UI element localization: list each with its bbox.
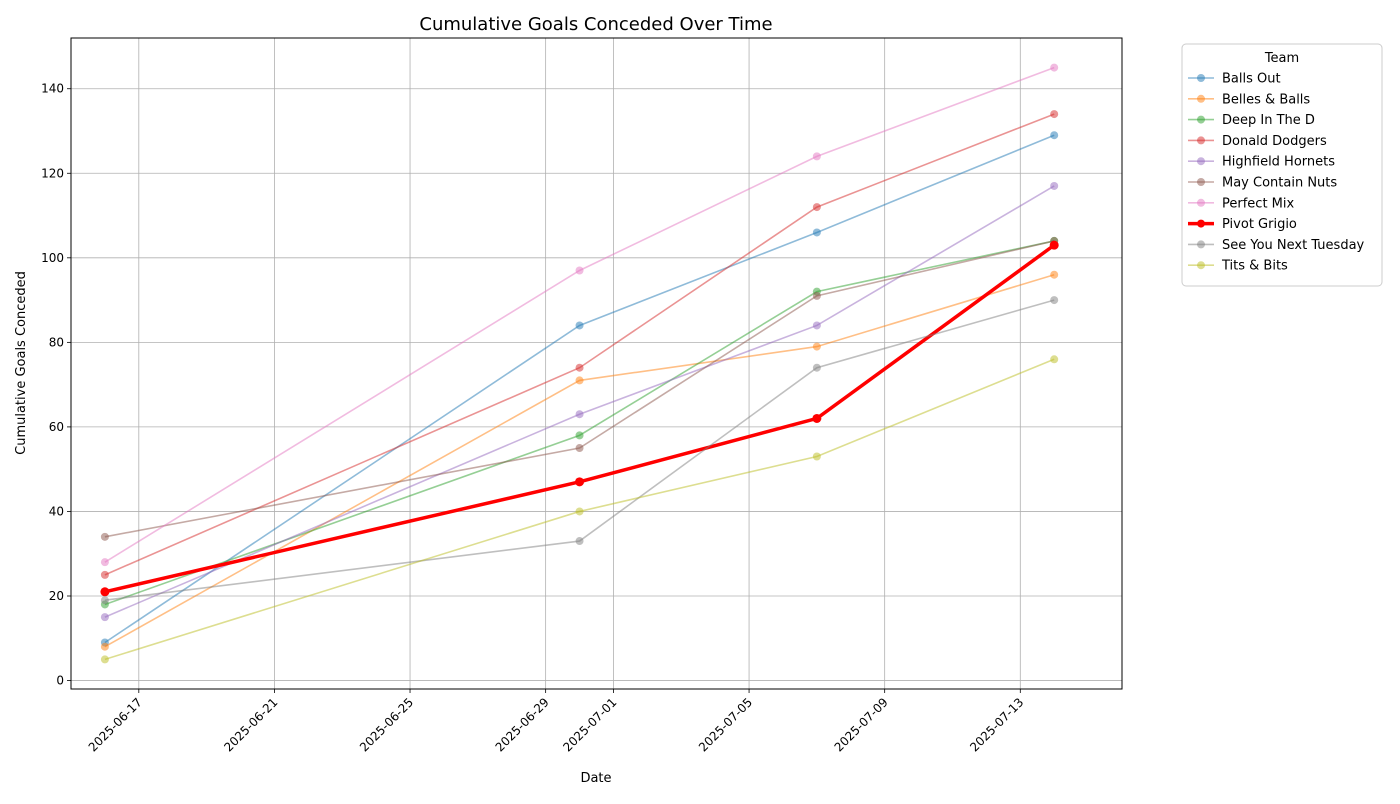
- data-point: [1050, 296, 1059, 305]
- legend-entry: Tits & Bits: [1221, 259, 1288, 274]
- chart-title: Cumulative Goals Conceded Over Time: [419, 14, 772, 35]
- data-point: [1050, 181, 1059, 190]
- data-point: [812, 452, 821, 461]
- series-line: [104, 134, 1055, 644]
- legend-entry: Highfield Hornets: [1222, 155, 1335, 170]
- legend-swatch-marker: [1197, 94, 1205, 103]
- data-point: [812, 413, 822, 423]
- x-tick-label: 2025-06-21: [221, 695, 280, 754]
- data-point: [812, 291, 821, 300]
- y-tick-label: 40: [49, 504, 64, 518]
- legend-entry: Donald Dodgers: [1222, 134, 1327, 149]
- data-point: [100, 642, 109, 651]
- data-point: [1050, 63, 1059, 72]
- legend-entry: Deep In The D: [1222, 113, 1315, 128]
- legend-swatch-marker: [1197, 261, 1205, 270]
- y-tick-label: 60: [49, 420, 64, 434]
- plot-area-frame: [70, 37, 1123, 690]
- series-line: [104, 240, 1055, 538]
- x-tick-label: 2025-07-01: [560, 695, 619, 754]
- data-point: [1050, 110, 1059, 119]
- data-point: [1050, 131, 1059, 140]
- legend-entry: See You Next Tuesday: [1222, 238, 1365, 253]
- legend-entry: Pivot Grigio: [1222, 217, 1297, 232]
- x-tick-label: 2025-06-17: [86, 695, 145, 754]
- data-point: [575, 537, 584, 546]
- legend-swatch-marker: [1197, 74, 1205, 82]
- legend-swatch-marker: [1197, 157, 1205, 166]
- data-point: [1050, 270, 1059, 279]
- legend-entry: May Contain Nuts: [1222, 176, 1337, 191]
- data-point: [575, 477, 585, 487]
- data-point: [100, 587, 110, 597]
- data-point: [100, 613, 109, 622]
- y-tick-label: 20: [49, 589, 64, 603]
- data-point: [812, 321, 821, 330]
- data-point: [812, 152, 821, 161]
- data-point: [1049, 240, 1059, 250]
- series-line: [104, 240, 1055, 606]
- legend: Team Balls Out Belles & Balls Deep In The D…: [1181, 43, 1383, 287]
- x-tick-label: 2025-07-09: [832, 695, 891, 754]
- x-tick-label: 2025-07-05: [696, 695, 755, 754]
- y-axis-label: Cumulative Goals Conceded: [14, 271, 29, 455]
- data-point: [812, 203, 821, 212]
- y-tick-label: 0: [56, 674, 64, 688]
- legend-entry: Perfect Mix: [1222, 196, 1294, 211]
- data-point: [100, 596, 109, 605]
- series-line: [104, 273, 1055, 648]
- data-point: [575, 431, 584, 440]
- x-tick-label: 2025-06-25: [357, 695, 416, 754]
- legend-title: Team: [1264, 51, 1299, 66]
- data-point: [575, 321, 584, 330]
- y-tick-label: 120: [41, 166, 64, 180]
- legend-swatch-marker: [1197, 115, 1205, 124]
- legend-entry: Balls Out: [1222, 72, 1281, 87]
- legend-swatch-marker: [1197, 240, 1205, 249]
- data-point: [1050, 355, 1059, 364]
- data-point: [812, 363, 821, 372]
- data-point: [100, 532, 109, 541]
- data-point: [100, 558, 109, 567]
- y-tick-label: 80: [49, 335, 64, 349]
- series-line: [104, 185, 1055, 618]
- data-point: [575, 266, 584, 275]
- series-line: [104, 66, 1055, 563]
- legend-entry: Belles & Balls: [1222, 92, 1310, 107]
- x-tick-label: 2025-07-13: [967, 695, 1026, 754]
- y-tick-label: 100: [41, 251, 64, 265]
- legend-frame: [1181, 43, 1383, 287]
- data-point: [812, 342, 821, 351]
- x-tick-label: 2025-06-29: [493, 695, 552, 754]
- series-line: [104, 299, 1055, 602]
- legend-swatch-marker: [1197, 136, 1205, 145]
- legend-swatch-marker: [1197, 198, 1205, 207]
- series-line: [104, 113, 1055, 576]
- legend-swatch-marker: [1197, 178, 1205, 186]
- x-axis-label: Date: [580, 771, 611, 786]
- data-point: [575, 410, 584, 419]
- data-point: [812, 228, 821, 237]
- data-point: [575, 507, 584, 516]
- y-tick-label: 140: [41, 82, 64, 96]
- data-point: [100, 655, 109, 664]
- legend-swatch-marker: [1197, 219, 1205, 228]
- data-point: [575, 376, 584, 385]
- data-point: [100, 570, 109, 579]
- series-line: [104, 243, 1056, 594]
- data-point: [575, 363, 584, 372]
- series-line: [104, 358, 1055, 661]
- data-point: [575, 444, 584, 453]
